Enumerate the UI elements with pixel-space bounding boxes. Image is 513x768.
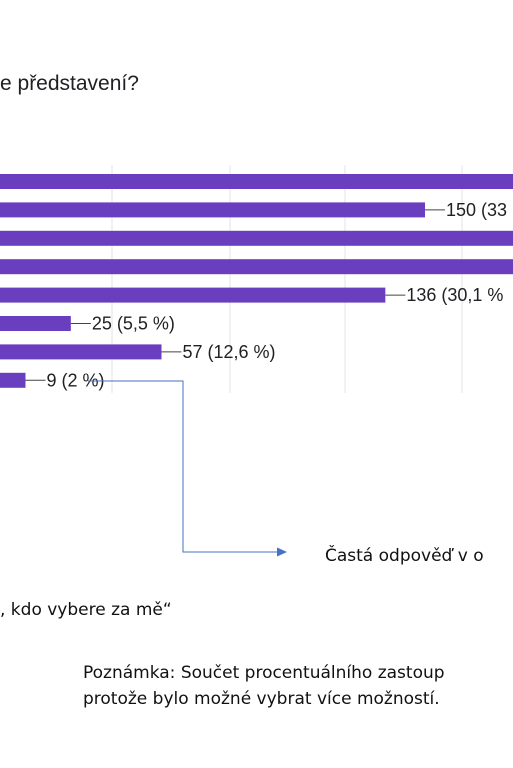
callout-connector [88, 380, 287, 557]
callout-arrowhead [277, 547, 287, 557]
chart-gridlines [111, 165, 463, 393]
bar-7 [0, 372, 26, 388]
question-title: e představení? [0, 72, 139, 95]
bar-label-1: 150 (33 [446, 200, 507, 220]
callout-text: Častá odpověď v o [325, 546, 484, 566]
bar-3 [0, 259, 513, 275]
note-line-1: Poznámka: Součet procentuálního zastoup [83, 663, 445, 683]
bar-2 [0, 230, 513, 246]
bar-label-4: 136 (30,1 % [406, 285, 503, 305]
note: Poznámka: Součet procentuálního zastoup … [83, 660, 445, 712]
quote-text: , kdo vybere za mě“ [0, 600, 172, 620]
callout-line [88, 380, 278, 553]
bar-4 [0, 287, 386, 303]
bar-6 [0, 344, 162, 360]
bar-label-5: 25 (5,5 %) [92, 314, 175, 334]
bar-label-7: 9 (2 %) [47, 370, 105, 390]
bar-1 [0, 202, 425, 218]
bar-5 [0, 316, 71, 331]
note-line-2: protože bylo možné vybrat více možností. [83, 689, 440, 709]
chart-bars [0, 174, 513, 388]
bar-chart: 150 (33 136 (30,1 % 25 (5,5 %) 57 (12,6 %) 9… [0, 165, 513, 557]
chart-labels: 150 (33 136 (30,1 % 25 (5,5 %) 57 (12,6 %) 9… [25, 200, 507, 390]
bar-label-6: 57 (12,6 %) [183, 342, 276, 362]
bar-0 [0, 174, 513, 189]
